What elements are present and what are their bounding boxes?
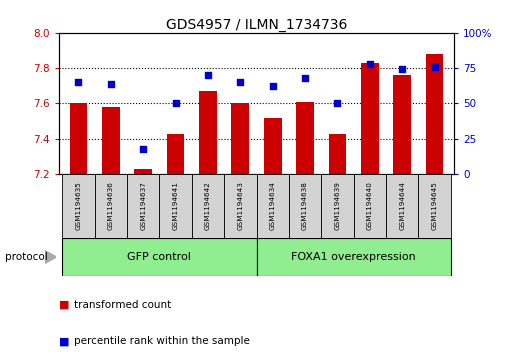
FancyBboxPatch shape bbox=[127, 174, 160, 238]
Text: GSM1194642: GSM1194642 bbox=[205, 182, 211, 231]
Text: GSM1194634: GSM1194634 bbox=[270, 182, 275, 231]
Bar bbox=[134, 169, 152, 174]
Point bbox=[204, 72, 212, 78]
Point bbox=[430, 64, 439, 70]
Text: GFP control: GFP control bbox=[127, 252, 191, 262]
Text: ■: ■ bbox=[59, 300, 69, 310]
Bar bbox=[102, 107, 120, 174]
Point bbox=[171, 101, 180, 106]
Point bbox=[107, 81, 115, 86]
Text: GSM1194643: GSM1194643 bbox=[238, 182, 243, 231]
Bar bbox=[264, 118, 282, 174]
FancyBboxPatch shape bbox=[353, 174, 386, 238]
Bar bbox=[70, 103, 87, 174]
FancyBboxPatch shape bbox=[160, 174, 192, 238]
Point bbox=[74, 79, 83, 85]
Text: GSM1194636: GSM1194636 bbox=[108, 182, 114, 231]
Title: GDS4957 / ILMN_1734736: GDS4957 / ILMN_1734736 bbox=[166, 18, 347, 32]
Bar bbox=[167, 134, 185, 174]
Text: GSM1194644: GSM1194644 bbox=[399, 182, 405, 231]
Text: protocol: protocol bbox=[5, 252, 48, 262]
Bar bbox=[361, 63, 379, 174]
Text: GSM1194637: GSM1194637 bbox=[140, 182, 146, 231]
Text: GSM1194639: GSM1194639 bbox=[334, 182, 341, 231]
Text: GSM1194640: GSM1194640 bbox=[367, 182, 373, 231]
Text: percentile rank within the sample: percentile rank within the sample bbox=[74, 336, 250, 346]
FancyBboxPatch shape bbox=[224, 174, 256, 238]
Bar bbox=[426, 54, 443, 174]
Text: GSM1194645: GSM1194645 bbox=[431, 182, 438, 231]
FancyBboxPatch shape bbox=[386, 174, 419, 238]
Text: FOXA1 overexpression: FOXA1 overexpression bbox=[291, 252, 416, 262]
FancyBboxPatch shape bbox=[94, 174, 127, 238]
Point bbox=[398, 66, 406, 72]
Bar bbox=[199, 91, 217, 174]
FancyBboxPatch shape bbox=[256, 174, 289, 238]
Point bbox=[301, 75, 309, 81]
Text: GSM1194641: GSM1194641 bbox=[172, 182, 179, 231]
Point bbox=[236, 79, 244, 85]
Bar bbox=[328, 134, 346, 174]
Text: ■: ■ bbox=[59, 336, 69, 346]
FancyBboxPatch shape bbox=[419, 174, 451, 238]
FancyBboxPatch shape bbox=[62, 174, 94, 238]
Text: GSM1194635: GSM1194635 bbox=[75, 182, 82, 231]
FancyBboxPatch shape bbox=[256, 238, 451, 276]
Point bbox=[366, 61, 374, 67]
Text: GSM1194638: GSM1194638 bbox=[302, 182, 308, 231]
FancyBboxPatch shape bbox=[192, 174, 224, 238]
Text: transformed count: transformed count bbox=[74, 300, 172, 310]
FancyBboxPatch shape bbox=[289, 174, 321, 238]
FancyBboxPatch shape bbox=[62, 238, 256, 276]
Point bbox=[333, 101, 342, 106]
Polygon shape bbox=[45, 250, 56, 264]
Bar bbox=[393, 75, 411, 174]
Bar bbox=[296, 102, 314, 174]
Point bbox=[139, 146, 147, 152]
Point bbox=[269, 83, 277, 89]
FancyBboxPatch shape bbox=[321, 174, 353, 238]
Bar bbox=[231, 103, 249, 174]
